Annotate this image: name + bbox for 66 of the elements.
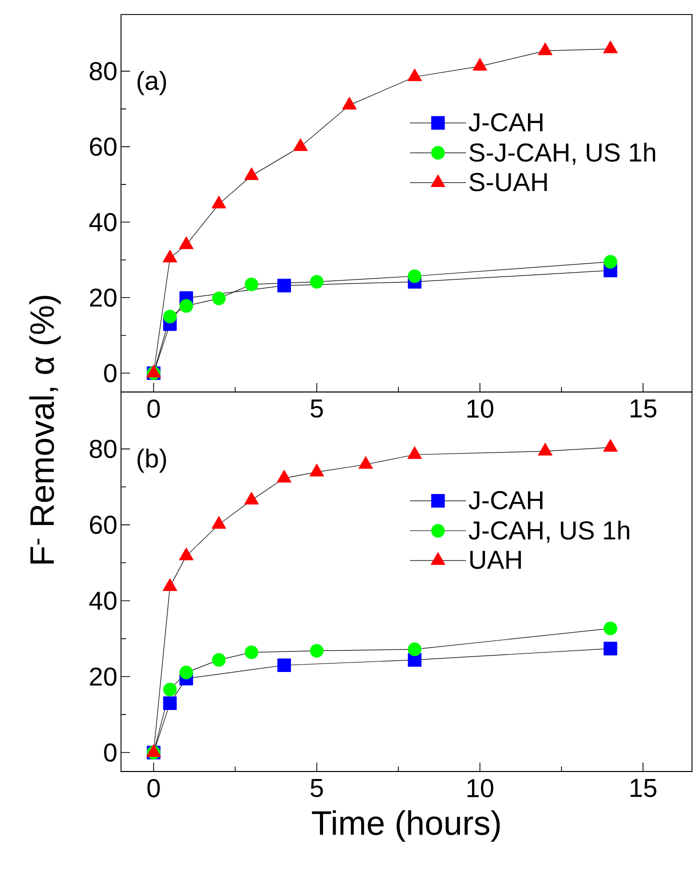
y-tick-label: 60 bbox=[90, 138, 116, 156]
point bbox=[244, 646, 258, 660]
point bbox=[604, 622, 618, 636]
legend-label: J-CAH bbox=[468, 491, 542, 510]
point bbox=[276, 470, 292, 482]
y-tick-label: 20 bbox=[90, 667, 116, 686]
x-tick-label: 5 bbox=[310, 779, 323, 798]
y-tick-label: 0 bbox=[104, 743, 116, 762]
legend-label: J-CAH, US 1h bbox=[468, 520, 630, 543]
point bbox=[408, 269, 422, 283]
y-tick-label: 60 bbox=[90, 516, 116, 534]
y-tick-label: 0 bbox=[104, 364, 116, 382]
x-tick-label: 0 bbox=[147, 779, 160, 798]
point bbox=[277, 658, 291, 672]
y-tick-label: 80 bbox=[90, 440, 116, 458]
point bbox=[212, 196, 226, 208]
y-tick-label: 40 bbox=[89, 212, 116, 232]
point bbox=[342, 96, 357, 110]
point bbox=[244, 167, 259, 180]
point bbox=[162, 250, 178, 262]
point bbox=[538, 42, 552, 56]
point bbox=[407, 68, 422, 82]
legend-label: J-CAH bbox=[468, 113, 542, 132]
x-tick-label: 15 bbox=[630, 779, 656, 798]
x-tick-label: 0 bbox=[147, 400, 160, 418]
point bbox=[538, 442, 552, 456]
x-tick-label: 10 bbox=[467, 400, 494, 418]
point bbox=[310, 274, 324, 289]
point bbox=[244, 278, 258, 292]
point bbox=[163, 682, 177, 696]
point bbox=[408, 642, 422, 656]
y-tick-label: 20 bbox=[90, 288, 116, 307]
x-tick-label: 10 bbox=[467, 779, 494, 798]
point bbox=[604, 642, 618, 656]
point bbox=[293, 138, 308, 151]
point bbox=[472, 58, 488, 71]
x-axis-title: Time (hours) bbox=[312, 810, 500, 842]
point bbox=[179, 299, 194, 313]
point bbox=[310, 464, 324, 476]
y-tick-label: 40 bbox=[89, 592, 116, 610]
y-tick-label: 80 bbox=[90, 62, 116, 80]
point bbox=[212, 292, 226, 306]
point bbox=[407, 446, 422, 459]
y-axis-title: F$^{-}$ Removal, α (%) bbox=[29, 296, 61, 564]
point bbox=[162, 578, 178, 591]
point bbox=[358, 456, 373, 469]
point bbox=[603, 439, 618, 452]
legend-label: UAH bbox=[470, 550, 521, 569]
point bbox=[244, 492, 259, 504]
annotation: (b) bbox=[138, 448, 166, 473]
point bbox=[163, 696, 177, 710]
point bbox=[179, 236, 194, 250]
legend-label: S-UAH bbox=[469, 172, 547, 192]
point bbox=[212, 516, 226, 529]
annotation: (a) bbox=[138, 70, 166, 96]
x-tick-label: 5 bbox=[310, 400, 323, 418]
point bbox=[310, 644, 324, 658]
legend-label: S-J-CAH, US 1h bbox=[469, 142, 656, 165]
point bbox=[179, 548, 194, 560]
point bbox=[603, 40, 618, 54]
point bbox=[604, 254, 618, 269]
point bbox=[277, 278, 291, 292]
point bbox=[179, 666, 194, 680]
point bbox=[163, 310, 177, 324]
point bbox=[212, 653, 226, 667]
x-tick-label: 15 bbox=[630, 400, 656, 418]
